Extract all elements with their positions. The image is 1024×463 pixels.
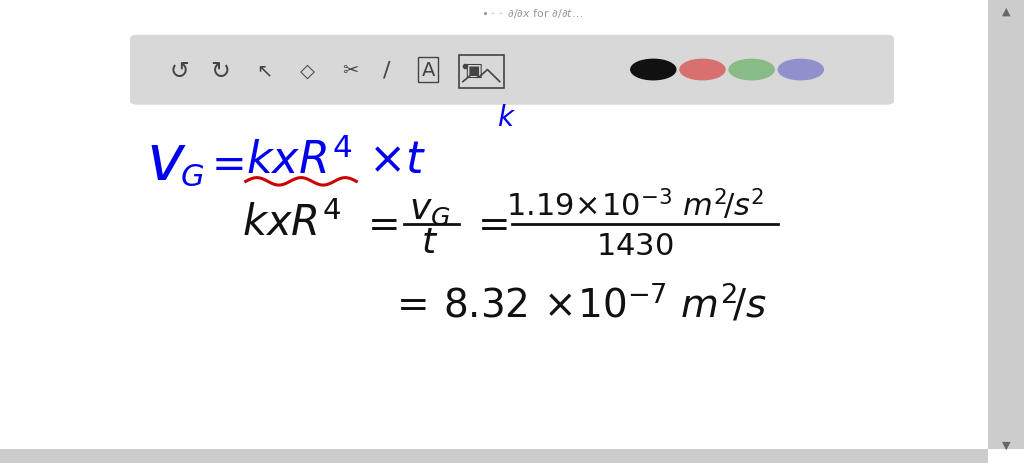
Bar	[988, 0, 1024, 449]
Circle shape	[680, 60, 725, 81]
Text: $=$: $=$	[203, 142, 244, 184]
Circle shape	[631, 60, 676, 81]
Bar	[0, 449, 988, 463]
Text: ↺: ↺	[169, 59, 189, 82]
Text: $\mathit{v}_G$: $\mathit{v}_G$	[410, 192, 451, 226]
Text: $kxR^4$: $kxR^4$	[242, 202, 342, 244]
Text: $k$: $k$	[498, 104, 516, 132]
Text: $1.19\!\times\!10^{-3}\ m^2\!/s^2$: $1.19\!\times\!10^{-3}\ m^2\!/s^2$	[506, 187, 764, 222]
Text: ▼: ▼	[1001, 439, 1011, 450]
Text: $\bullet \cdot\cdot\  \partial/\partial x\  \mathrm{for}\ \partial/\partial t\ld: $\bullet \cdot\cdot\ \partial/\partial x…	[481, 7, 584, 20]
Circle shape	[729, 60, 774, 81]
Text: $=\,8.32\,\times\!10^{-7}\ m^2\!/s$: $=\,8.32\,\times\!10^{-7}\ m^2\!/s$	[389, 282, 767, 325]
Text: ◇: ◇	[300, 61, 314, 80]
FancyBboxPatch shape	[130, 36, 894, 106]
Text: /: /	[383, 61, 391, 81]
Text: $\mathit{v}$: $\mathit{v}$	[145, 131, 186, 193]
Text: ▣: ▣	[464, 61, 482, 80]
Text: $=$: $=$	[470, 204, 509, 242]
Text: ↖: ↖	[256, 61, 272, 80]
Text: $=$: $=$	[359, 204, 398, 242]
Text: A: A	[421, 61, 435, 80]
Text: ▲: ▲	[1001, 6, 1011, 17]
Text: $kxR^4$: $kxR^4$	[246, 139, 352, 182]
Text: $G$: $G$	[180, 163, 205, 192]
Text: $\times t$: $\times t$	[369, 138, 426, 181]
Text: $t$: $t$	[422, 225, 438, 259]
Circle shape	[778, 60, 823, 81]
Text: $1430$: $1430$	[596, 232, 674, 261]
Text: ↻: ↻	[210, 59, 230, 82]
Text: ✂: ✂	[342, 61, 358, 80]
